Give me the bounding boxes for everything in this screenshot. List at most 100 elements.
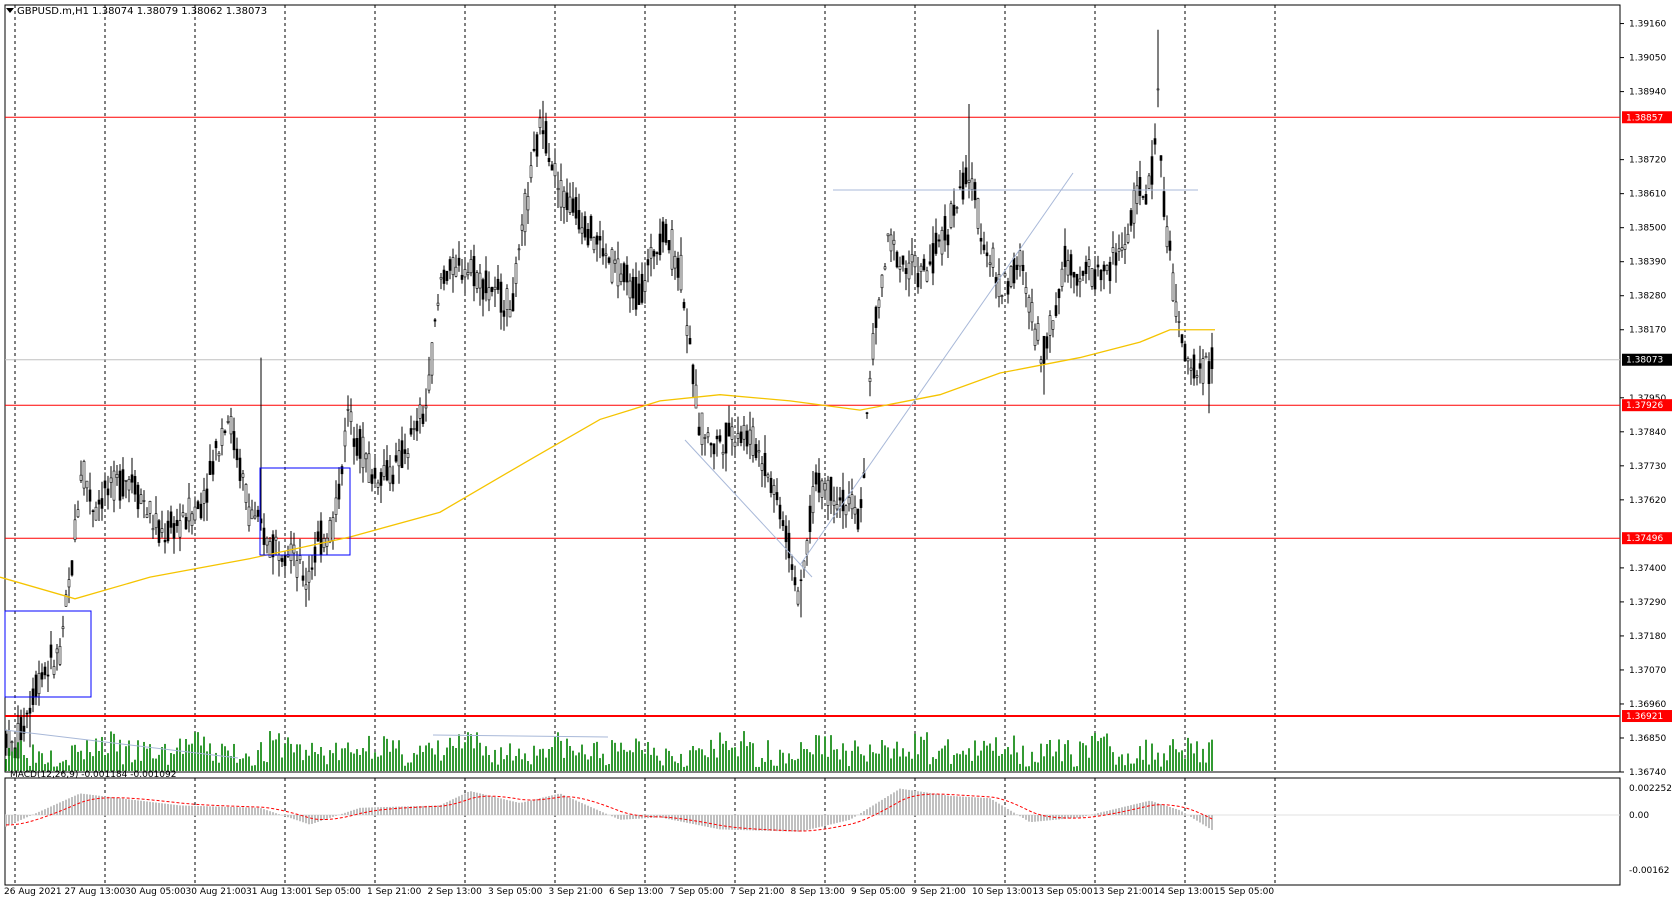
candle [700, 412, 704, 445]
candle [781, 520, 785, 527]
candle [157, 520, 161, 543]
candle [652, 250, 656, 257]
candle [850, 494, 854, 510]
candle [424, 405, 428, 409]
candle [199, 503, 203, 519]
candle [109, 477, 113, 483]
candle [712, 443, 716, 455]
candle [979, 237, 983, 242]
level-label: 1.38857 [1626, 113, 1663, 123]
trendline[interactable] [684, 439, 813, 578]
candle [991, 247, 995, 268]
rectangle-object[interactable] [259, 467, 351, 556]
candle [766, 474, 770, 478]
candle [1021, 264, 1025, 271]
candle [160, 528, 164, 533]
rectangle-object[interactable] [4, 610, 92, 698]
candle [1063, 245, 1067, 267]
candle [1174, 301, 1178, 317]
candle [1048, 315, 1052, 336]
candle [295, 560, 299, 578]
time-axis-label: 3 Sep 05:00 [488, 887, 543, 897]
candle [1168, 240, 1172, 251]
candle [1102, 264, 1106, 272]
candle [451, 257, 455, 275]
candle [40, 672, 44, 680]
candle [145, 514, 149, 518]
candle [889, 234, 893, 252]
dropdown-arrow-icon[interactable] [6, 8, 14, 13]
candle [961, 172, 965, 200]
candle [916, 273, 920, 288]
price-axis-label: 1.37180 [1629, 632, 1666, 642]
candle [592, 237, 596, 251]
candle [724, 422, 728, 454]
candle [739, 431, 743, 443]
macd-axis-label: -0.00162 [1629, 866, 1669, 876]
candle [1150, 156, 1154, 185]
candle [919, 265, 923, 272]
candle [997, 274, 1001, 298]
candle [877, 299, 881, 308]
candle [196, 501, 200, 510]
candle [178, 520, 182, 538]
candle [1009, 266, 1013, 287]
candle [487, 287, 491, 301]
time-axis-label: 13 Sep 05:00 [1033, 887, 1093, 897]
trendline[interactable] [4, 729, 239, 759]
candle [484, 270, 488, 294]
time-axis-label: 8 Sep 13:00 [791, 887, 846, 897]
candle [556, 187, 560, 191]
candle [904, 268, 908, 274]
candle [1165, 226, 1169, 248]
time-axis-label: 6 Sep 13:00 [609, 887, 664, 897]
trendline[interactable] [799, 172, 1074, 566]
candle [394, 455, 398, 462]
candle [523, 192, 527, 233]
candle [874, 306, 878, 328]
candle [478, 272, 482, 289]
candle [553, 163, 557, 177]
candle [502, 310, 506, 317]
candle [262, 527, 266, 545]
candle [1006, 281, 1010, 295]
candle [52, 666, 56, 675]
level-label: 1.36921 [1626, 712, 1663, 722]
candle [910, 254, 914, 263]
candle [151, 528, 155, 531]
price-axis-label: 1.39160 [1629, 20, 1666, 30]
candle [343, 430, 347, 447]
price-axis-label: 1.36740 [1629, 768, 1666, 778]
candle [1207, 361, 1211, 384]
candle [757, 450, 761, 453]
candle [577, 210, 581, 230]
candle [154, 513, 158, 529]
candle [1033, 328, 1037, 346]
price-axis-label: 1.37950 [1629, 394, 1666, 404]
candle [28, 707, 32, 714]
candle [508, 309, 512, 318]
candle [1084, 261, 1088, 274]
candle [448, 259, 452, 271]
candle [169, 511, 173, 528]
trendline[interactable] [432, 734, 609, 738]
candle [853, 507, 857, 515]
price-axis-label: 1.37070 [1629, 666, 1666, 676]
candle [790, 564, 794, 570]
price-axis-label: 1.38610 [1629, 190, 1666, 200]
candle [1111, 247, 1115, 253]
candle [247, 506, 251, 527]
candle [574, 197, 578, 219]
price-axis-label: 1.38280 [1629, 292, 1666, 302]
candle [409, 428, 413, 435]
candle [505, 288, 509, 310]
candle [544, 121, 548, 154]
candle [1180, 334, 1184, 344]
candle [400, 440, 404, 468]
candle [760, 463, 764, 471]
candle [442, 269, 446, 284]
candle [787, 532, 791, 559]
candle [463, 269, 467, 278]
